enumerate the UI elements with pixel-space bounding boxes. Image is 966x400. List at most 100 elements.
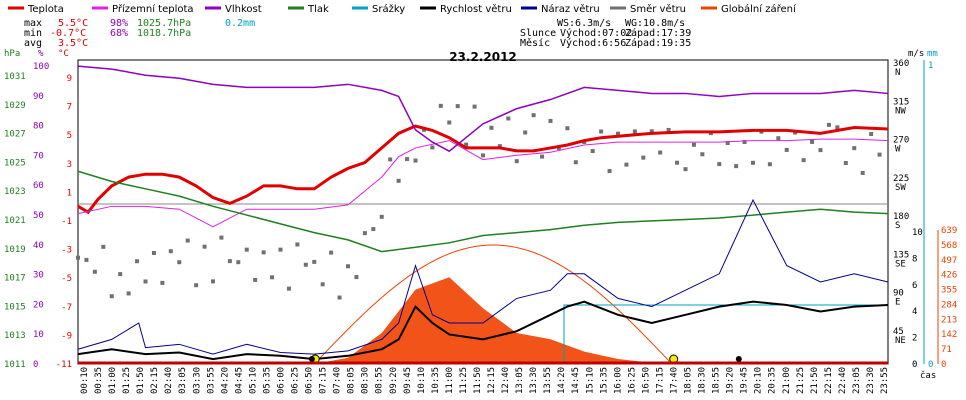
humidity-tick: 10	[33, 330, 44, 340]
pressure-tick: 1023	[4, 187, 26, 197]
wind-dir-point	[109, 294, 114, 299]
wind-unit: m/s	[908, 49, 924, 59]
wind-dir-point	[506, 116, 511, 121]
wind-dir-point	[421, 127, 426, 132]
wind-dir-point	[472, 104, 477, 109]
wind-dir-point	[329, 250, 334, 255]
sun-label: Slunce	[520, 28, 556, 39]
wind-dir-point	[523, 130, 528, 135]
wind-dir-point	[590, 149, 595, 154]
wind-dir-point	[852, 146, 857, 151]
stats-max-label: max	[24, 18, 42, 29]
wind-dir-tick: 45	[893, 327, 904, 337]
wind-dir-point	[734, 164, 739, 169]
temperature-tick: 9	[67, 74, 72, 84]
wind-dir-point	[278, 247, 283, 252]
radiation-tick: 71	[941, 345, 952, 355]
wind-dir-point	[649, 129, 654, 134]
wind-dir-point	[565, 126, 570, 131]
temperature-tick: 5	[67, 131, 72, 141]
wind-dir-point	[742, 140, 747, 145]
radiation-tick: 213	[941, 315, 957, 325]
humidity-unit: %	[38, 49, 44, 59]
x-tick: 10:10	[417, 367, 427, 394]
humidity-tick: 50	[33, 211, 44, 221]
x-tick: 14:20	[557, 367, 567, 394]
temperature-tick: 1	[67, 188, 72, 198]
wind-dir-point	[869, 132, 874, 137]
pressure-tick: 1021	[4, 216, 26, 226]
wind-dir-point	[185, 238, 190, 243]
series-line-pzemnteplota	[77, 138, 889, 228]
x-tick: 20:10	[754, 367, 764, 394]
wind-dir-point	[118, 272, 123, 277]
x-tick: 05:35	[262, 367, 272, 394]
wind-dir-point	[666, 127, 671, 132]
x-tick: 05:10	[248, 367, 258, 394]
x-tick: 20:35	[768, 367, 778, 394]
x-tick: 02:40	[164, 367, 174, 394]
radiation-tick: 0	[941, 360, 946, 370]
humidity-tick: 60	[33, 181, 44, 191]
wind-dir-point	[607, 169, 612, 174]
x-tick: 08:55	[375, 367, 385, 394]
x-tick: 22:15	[824, 367, 834, 394]
x-tick: 18:55	[712, 367, 722, 394]
temperature-tick: 3	[67, 160, 72, 170]
wind-dir-point	[320, 282, 325, 287]
wind-dir-tick: 135	[893, 250, 909, 260]
x-tick: 01:25	[122, 367, 132, 394]
x-tick: 06:00	[276, 367, 286, 394]
radiation-tick: 497	[941, 256, 957, 266]
wind-dir-point	[835, 125, 840, 130]
wind-dir-point	[658, 150, 663, 155]
chart-title: 23.2.2012	[449, 50, 517, 64]
wind-dir-point	[143, 279, 148, 284]
temperature-tick: -1	[61, 217, 72, 227]
wind-dir-point	[295, 242, 300, 247]
wind-dir-point	[194, 283, 199, 288]
wind-dir-label: W	[895, 145, 901, 155]
x-tick: 17:15	[655, 367, 665, 394]
wind-speed-tick: 0	[912, 360, 917, 370]
wind-dir-point	[675, 160, 680, 165]
x-tick: 22:40	[838, 367, 848, 394]
humidity-tick: 40	[33, 241, 44, 251]
x-tick: 03:05	[178, 367, 188, 394]
x-tick: 16:50	[641, 367, 651, 394]
wind-dir-label: E	[895, 298, 900, 308]
temperature-tick: -3	[61, 246, 72, 256]
stats-max-rain: 0.2mm	[225, 18, 255, 29]
moonset-marker	[735, 356, 742, 362]
x-tick: 19:45	[740, 367, 750, 394]
wind-dir-point	[211, 279, 215, 284]
wind-dir-point	[481, 153, 485, 158]
pressure-tick: 1019	[4, 245, 26, 255]
wind-speed-tick: 4	[912, 307, 917, 317]
x-tick: 01:50	[136, 367, 146, 394]
wind-dir-point	[810, 139, 815, 144]
radiation-tick: 142	[941, 330, 957, 340]
wind-dir-point	[312, 259, 317, 264]
x-tick: 21:00	[782, 367, 792, 394]
wind-dir-point	[447, 120, 452, 125]
wind-dir-point	[84, 257, 89, 262]
pressure-tick: 1013	[4, 331, 26, 341]
wind-dir-tick: 225	[893, 174, 909, 184]
wind-dir-point	[784, 147, 789, 152]
wind-dir-tick: 90	[893, 289, 904, 299]
wind-dir-point	[396, 178, 401, 183]
radiation-tick: 568	[941, 241, 957, 251]
x-tick: 07:40	[333, 367, 343, 394]
humidity-tick: 20	[33, 300, 44, 310]
x-tick: 15:10	[585, 367, 595, 394]
stats-avg-label: avg	[24, 38, 42, 49]
wind-stat-wg: WG:10.8m/s	[625, 18, 685, 29]
temperature-tick: -9	[61, 331, 72, 341]
x-axis-label: čas	[920, 370, 936, 381]
wind-dir-label: NW	[895, 106, 906, 116]
radiation-tick: 426	[941, 271, 957, 281]
humidity-tick: 90	[33, 92, 44, 102]
x-tick: 03:30	[192, 367, 202, 394]
